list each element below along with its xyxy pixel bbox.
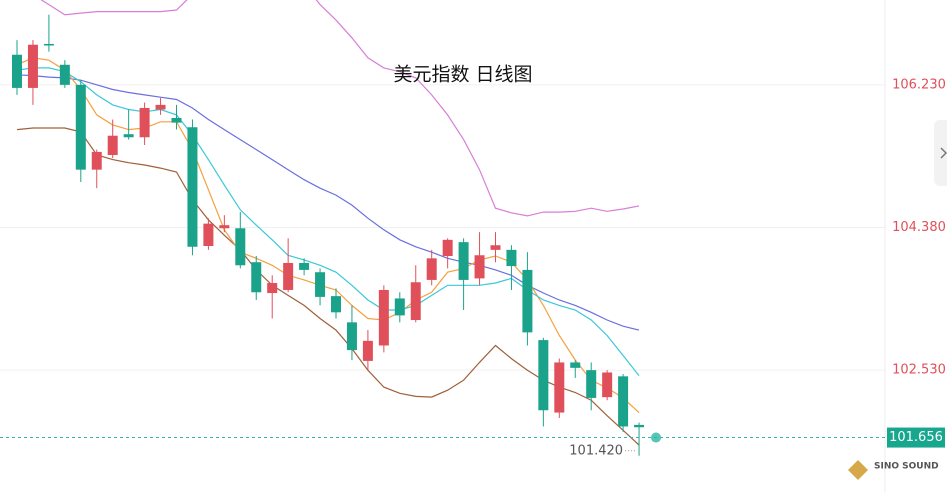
candle-body <box>283 262 294 290</box>
candle-body <box>187 127 198 247</box>
y-tick-label: 104.380 <box>892 220 946 235</box>
candle-body <box>426 258 437 280</box>
candle-body <box>91 151 102 170</box>
candle-body <box>331 296 341 313</box>
current-price-label: 101.656 <box>889 430 943 445</box>
candle-body <box>554 362 565 413</box>
logo-icon <box>848 460 868 480</box>
candle-body <box>634 424 645 428</box>
candle-body <box>506 249 517 267</box>
candle-body <box>522 269 533 333</box>
candle-body <box>538 340 549 411</box>
candle-body <box>315 272 326 297</box>
chart-title: 美元指数 日线图 <box>393 64 532 86</box>
expand-button[interactable] <box>934 120 947 186</box>
candle-body <box>12 54 22 88</box>
candle-body <box>203 223 214 246</box>
candles <box>12 14 645 456</box>
logo: SINO SOUND <box>848 460 939 480</box>
indicator-line <box>16 127 640 446</box>
current-price-box <box>887 427 945 448</box>
candle-body <box>362 340 373 361</box>
candle-body <box>586 370 597 398</box>
candle-body <box>123 134 134 138</box>
indicator-line <box>16 67 640 376</box>
candle-body <box>155 104 166 110</box>
candle-body <box>107 135 118 156</box>
candle-body <box>75 84 86 170</box>
annotation-label: 101.420 <box>569 443 623 458</box>
y-tick-label: 102.530 <box>892 363 946 378</box>
current-price-dot <box>651 432 661 443</box>
candle-body <box>602 372 613 398</box>
candle-body <box>442 239 453 257</box>
candle-body <box>378 289 389 346</box>
candle-body <box>490 245 501 250</box>
candle-body <box>219 225 230 229</box>
candle-body <box>59 64 70 85</box>
candle-body <box>27 44 38 88</box>
candle-body <box>299 262 310 270</box>
candle-body <box>618 376 629 427</box>
indicator-lines <box>16 0 640 446</box>
indicator-line <box>16 74 640 331</box>
y-axis: 106.230 104.380 102.530 <box>892 77 946 377</box>
indicator-line <box>16 57 640 414</box>
candle-body <box>251 262 262 293</box>
candle-body <box>570 362 581 368</box>
candle-body <box>139 107 150 138</box>
grid <box>0 84 885 371</box>
candle-body <box>474 255 485 279</box>
candle-body <box>43 43 54 46</box>
expand-button-bg[interactable] <box>934 120 947 186</box>
y-tick-label: 106.230 <box>892 77 946 92</box>
candle-body <box>171 117 182 123</box>
candle-body <box>267 283 278 294</box>
candle-body <box>235 228 246 266</box>
logo-text: SINO SOUND <box>874 462 939 472</box>
indicator-line <box>40 0 640 217</box>
candle-body <box>394 298 405 316</box>
candle-body <box>346 322 357 351</box>
candle-body <box>458 242 469 280</box>
expand-arrow[interactable] <box>940 147 947 159</box>
candle-body <box>410 282 421 321</box>
